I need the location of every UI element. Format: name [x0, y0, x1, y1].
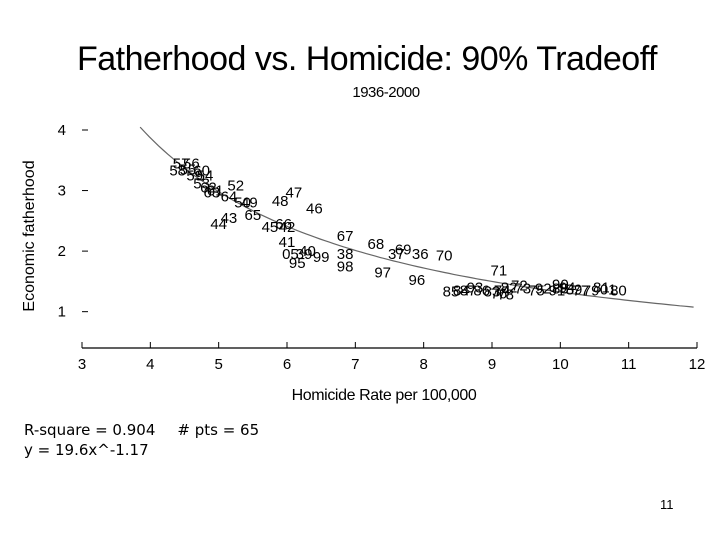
data-point-67: 67	[337, 228, 354, 245]
data-point-93: 93	[467, 279, 484, 296]
data-point-80: 80	[610, 282, 627, 299]
data-point-78: 78	[497, 287, 514, 304]
data-point-76: 76	[490, 286, 507, 303]
data-point-59: 59	[186, 167, 203, 184]
fit-curve	[139, 126, 694, 308]
data-point-57: 57	[173, 155, 190, 172]
data-point-86: 86	[473, 282, 490, 299]
y-tick-label: 2	[58, 243, 66, 260]
data-point-81: 81	[593, 279, 610, 296]
data-point-37: 37	[388, 246, 405, 263]
data-point-66: 66	[275, 216, 292, 233]
data-point-77: 77	[572, 282, 589, 299]
data-point-05: 05	[282, 246, 299, 263]
fit-statistics: R-square = 0.904 # pts = 65 y = 19.6x^-1.…	[24, 420, 259, 460]
data-point-71: 71	[490, 262, 507, 279]
data-point-91: 91	[549, 282, 566, 299]
chart-axes	[81, 129, 698, 349]
slide-subtitle: 1936-2000	[352, 84, 420, 101]
data-point-63: 63	[203, 184, 220, 201]
x-tick-label: 8	[419, 356, 427, 373]
slide-title: Fatherhood vs. Homicide: 90% Tradeoff	[77, 40, 657, 78]
equation-text: y = 19.6x^-1.17	[24, 441, 149, 459]
x-tick-label: 4	[146, 356, 154, 373]
data-point-94: 94	[559, 279, 576, 296]
data-point-97: 97	[374, 264, 391, 281]
y-axis-label: Economic fatherhood	[21, 160, 38, 311]
data-point-55: 55	[180, 161, 197, 178]
data-point-40: 40	[299, 243, 316, 260]
data-point-98: 98	[337, 258, 354, 275]
data-point-38: 38	[337, 246, 354, 263]
data-point-83: 83	[484, 284, 501, 301]
x-tick-label: 5	[214, 356, 222, 373]
data-point-79: 79	[583, 282, 600, 299]
data-point-41: 41	[279, 234, 296, 251]
data-point-89: 89	[566, 281, 583, 298]
data-point-85: 85	[443, 284, 460, 301]
data-point-75: 75	[528, 282, 545, 299]
data-point-56: 56	[183, 155, 200, 172]
data-point-64: 64	[221, 189, 238, 206]
data-point-49: 49	[241, 195, 258, 212]
data-point-46: 46	[306, 201, 323, 218]
data-point-01: 01	[600, 281, 617, 298]
x-tick-label: 7	[351, 356, 359, 373]
data-point-47: 47	[285, 184, 302, 201]
page-number: 11	[660, 497, 674, 512]
y-tick-label: 1	[58, 304, 66, 321]
data-point-74: 74	[494, 282, 511, 299]
x-tick-label: 11	[621, 356, 637, 373]
data-point-48: 48	[272, 193, 289, 210]
data-point-88: 88	[552, 281, 569, 298]
x-tick-label: 3	[78, 356, 86, 373]
stats-line-1: R-square = 0.904 # pts = 65	[24, 420, 259, 440]
data-point-50: 50	[234, 195, 251, 212]
data-point-69: 69	[395, 241, 412, 258]
data-point-44: 44	[210, 216, 227, 233]
data-point-72: 72	[511, 278, 528, 295]
data-point-84: 84	[453, 282, 470, 299]
fit-curve-layer	[139, 126, 694, 308]
data-point-42: 42	[279, 219, 296, 236]
data-point-52: 52	[227, 178, 244, 195]
data-point-87: 87	[460, 282, 477, 299]
y-tick-label: 4	[58, 122, 66, 139]
data-point-39: 39	[296, 246, 313, 263]
data-point-92: 92	[535, 281, 552, 298]
data-point-73: 73	[514, 281, 531, 298]
point-count-text: # pts = 65	[177, 421, 260, 439]
x-tick-label: 12	[689, 356, 706, 373]
x-axis-label: Homicide Rate per 100,000	[292, 387, 477, 404]
data-point-62: 62	[200, 180, 217, 197]
data-point-45: 45	[262, 219, 279, 236]
data-point-96: 96	[408, 272, 425, 289]
r-square-text: R-square = 0.904	[24, 421, 156, 439]
x-tick-label: 10	[552, 356, 569, 373]
data-point-54: 54	[197, 167, 214, 184]
data-point-90: 90	[552, 276, 569, 293]
data-point-65: 65	[244, 207, 261, 224]
data-point-95: 95	[289, 255, 306, 272]
y-tick-label: 3	[58, 183, 66, 200]
data-point-68: 68	[367, 236, 384, 253]
data-point-82: 82	[501, 279, 518, 296]
data-point-70: 70	[436, 247, 453, 264]
x-tick-label: 6	[283, 356, 291, 373]
data-point-60: 60	[193, 163, 210, 180]
data-point-36: 36	[412, 246, 429, 263]
data-point-53: 53	[193, 175, 210, 192]
data-point-61: 61	[207, 183, 224, 200]
data-point-99: 99	[313, 249, 330, 266]
data-point-58: 58	[169, 163, 186, 180]
x-tick-label: 9	[488, 356, 496, 373]
data-point-43: 43	[221, 210, 238, 227]
